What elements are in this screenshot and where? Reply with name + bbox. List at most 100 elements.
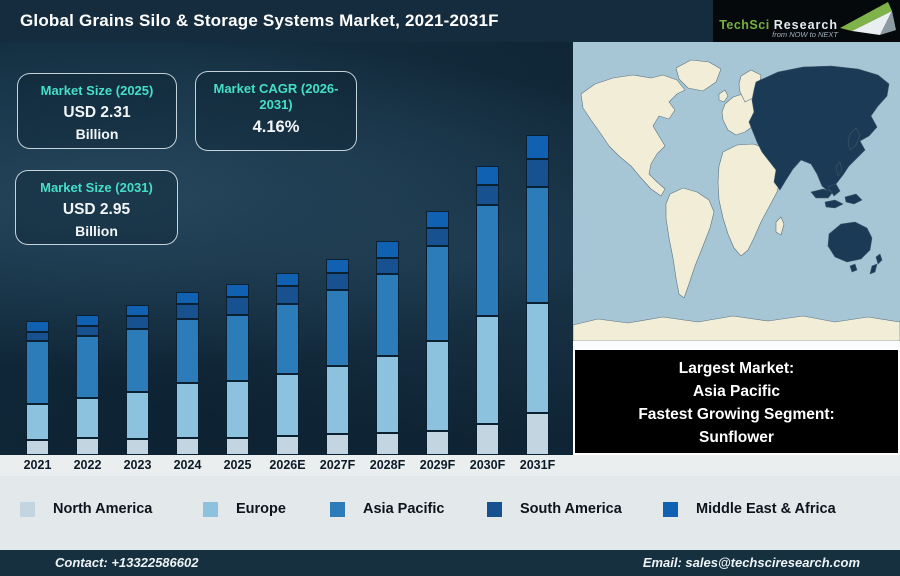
segment-middle-east-africa [476, 166, 499, 185]
segment-middle-east-africa [376, 241, 399, 258]
segment-south-america [526, 159, 549, 187]
bar-2023 [126, 305, 149, 455]
bar-2028f [376, 241, 399, 455]
legend: North America Europe Asia Pacific South Ame… [0, 476, 900, 550]
segment-middle-east-africa [526, 135, 549, 159]
callout-line-2: Asia Pacific [692, 383, 781, 400]
segment-europe [26, 404, 49, 440]
segment-europe [326, 366, 349, 434]
legend-swatch-north-america [20, 501, 35, 517]
axis-label-2022: 2022 [73, 458, 102, 472]
legend-label-asia-pacific: Asia Pacific [363, 501, 445, 517]
segment-south-america [426, 228, 449, 246]
callout-line-3: Fastest Growing Segment: [638, 406, 835, 423]
header-bar: Global Grains Silo & Storage Systems Mar… [0, 0, 900, 42]
segment-asia-pacific [476, 205, 499, 316]
axis-label-2021: 2021 [23, 458, 52, 472]
segment-asia-pacific [526, 187, 549, 303]
axis-label-2030f: 2030F [469, 458, 506, 472]
market-size-2031-label: Market Size (2031) [40, 180, 153, 195]
axis-label-2028f: 2028F [369, 458, 406, 472]
segment-europe [476, 316, 499, 424]
segment-middle-east-africa [276, 273, 299, 286]
market-cagr-label: Market CAGR (2026-2031) [213, 81, 339, 112]
legend-label-middle-east-africa: Middle East & Africa [696, 501, 836, 517]
segment-middle-east-africa [26, 321, 49, 332]
segment-middle-east-africa [326, 259, 349, 273]
legend-swatch-asia-pacific [330, 501, 345, 517]
bars-layer [0, 42, 573, 455]
segment-europe [126, 392, 149, 439]
segment-south-america [126, 316, 149, 329]
market-cagr-value: 4.16% [252, 118, 300, 136]
segment-middle-east-africa [426, 211, 449, 228]
segment-south-america [26, 332, 49, 341]
segment-europe [526, 303, 549, 413]
bar-2029f [426, 211, 449, 455]
segment-north-america [326, 434, 349, 455]
market-size-2031-box: Market Size (2031) USD 2.95 Billion [15, 170, 178, 245]
segment-europe [276, 374, 299, 436]
segment-south-america [376, 258, 399, 274]
axis-label-2029f: 2029F [419, 458, 456, 472]
segment-north-america [376, 433, 399, 455]
segment-north-america [526, 413, 549, 455]
axis-label-2025: 2025 [223, 458, 252, 472]
segment-north-america [26, 440, 49, 455]
segment-south-america [176, 304, 199, 319]
footer-bar: Contact: +13322586602 Email: sales@techs… [0, 550, 900, 576]
market-cagr-box: Market CAGR (2026-2031) 4.16% [195, 71, 357, 151]
market-size-2025-box: Market Size (2025) USD 2.31 Billion [17, 73, 177, 149]
segment-europe [426, 341, 449, 431]
logo-wordmark: TechSci Research [719, 18, 838, 32]
segment-middle-east-africa [126, 305, 149, 316]
legend-item-south-america: South America [487, 501, 622, 517]
segment-north-america [426, 431, 449, 455]
segment-asia-pacific [276, 304, 299, 374]
segment-middle-east-africa [176, 292, 199, 304]
callout-line-4: Sunflower [699, 429, 774, 446]
segment-asia-pacific [176, 319, 199, 383]
legend-item-asia-pacific: Asia Pacific [330, 501, 444, 517]
world-map [573, 42, 900, 341]
bar-2024 [176, 292, 199, 455]
segment-asia-pacific [26, 341, 49, 404]
segment-europe [76, 398, 99, 438]
legend-item-europe: Europe [203, 501, 286, 517]
market-size-2025-label: Market Size (2025) [40, 83, 154, 98]
segment-north-america [76, 438, 99, 455]
segment-north-america [476, 424, 499, 455]
bar-2021 [26, 321, 49, 455]
segment-south-america [226, 297, 249, 315]
segment-south-america [276, 286, 299, 304]
legend-label-north-america: North America [53, 501, 153, 517]
legend-item-north-america: North America [20, 501, 152, 517]
page-title: Global Grains Silo & Storage Systems Mar… [20, 11, 499, 30]
segment-asia-pacific [126, 329, 149, 392]
market-size-2031-value: USD 2.95 [62, 201, 131, 218]
segment-asia-pacific [426, 246, 449, 341]
bar-2022 [76, 315, 99, 455]
x-axis-band: 2021 2022 2023 2024 2025 2026E 2027F 2028F 2029F… [0, 455, 900, 476]
bar-2031f [526, 135, 549, 455]
largest-market-callout: Largest Market: Asia Pacific Fastest Gro… [573, 348, 900, 455]
segment-north-america [276, 436, 299, 455]
asia-pacific-highlight [748, 65, 890, 275]
logo-arrow-icon [840, 2, 896, 35]
bar-2027f [326, 259, 349, 455]
techsci-research-logo: TechSci Research from NOW to NEXT [713, 0, 900, 42]
contact-text: Contact: +13322586602 [55, 555, 199, 570]
axis-label-2027f: 2027F [319, 458, 356, 472]
segment-north-america [126, 439, 149, 455]
legend-item-middle-east-africa: Middle East & Africa [663, 501, 836, 517]
market-size-2025-value: USD 2.31 [63, 104, 131, 121]
logo-tagline: from NOW to NEXT [772, 30, 838, 39]
bar-2030f [476, 166, 499, 455]
legend-swatch-middle-east-africa [663, 501, 678, 517]
segment-north-america [176, 438, 199, 455]
segment-south-america [476, 185, 499, 205]
callout-line-1: Largest Market: [678, 360, 795, 377]
axis-label-2023: 2023 [123, 458, 152, 472]
segment-asia-pacific [326, 290, 349, 366]
